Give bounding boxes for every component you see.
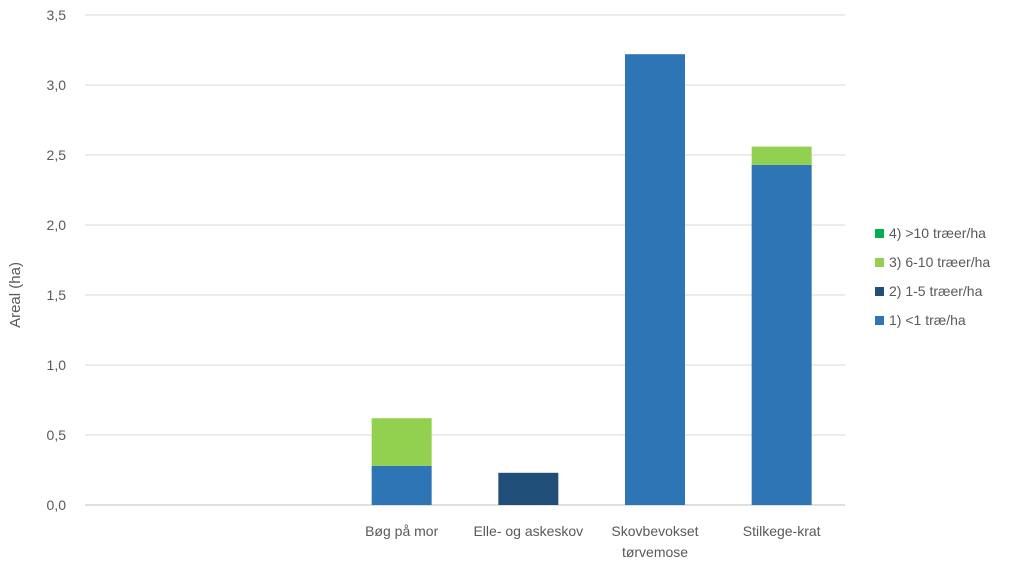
- x-tick-label: tørvemose: [622, 544, 688, 560]
- x-tick-label: Elle- og askeskov: [473, 523, 583, 539]
- y-tick-label: 1,5: [47, 287, 67, 303]
- bar-segment: [625, 54, 685, 505]
- legend-label: 1) <1 træ/ha: [889, 312, 966, 328]
- bar-segment: [751, 146, 812, 165]
- bar-segment: [498, 472, 559, 505]
- legend-item: 1) <1 træ/ha: [875, 312, 966, 328]
- y-tick-label: 3,0: [47, 77, 67, 93]
- x-tick-label: Bøg på mor: [365, 523, 438, 539]
- legend-swatch: [875, 258, 884, 267]
- legend: 4) >10 træer/ha 3) 6-10 træer/ha 2) 1-5 tr…: [875, 225, 990, 328]
- bar-segment: [371, 465, 432, 505]
- y-tick-label: 0,5: [47, 427, 67, 443]
- y-tick-label: 3,5: [47, 7, 67, 23]
- legend-swatch: [875, 229, 884, 238]
- y-axis-label: Areal (ha): [7, 262, 24, 328]
- bars: [371, 54, 812, 506]
- y-tick-label: 0,0: [47, 497, 67, 513]
- legend-item: 2) 1-5 træer/ha: [875, 283, 983, 299]
- bar-segment: [751, 164, 812, 506]
- x-tick-label: Skovbevokset: [611, 523, 698, 539]
- bar-segment: [371, 418, 432, 466]
- x-tick-label: Stilkege-krat: [743, 523, 821, 539]
- y-tick-label: 1,0: [47, 357, 67, 373]
- y-tick-label: 2,5: [47, 147, 67, 163]
- legend-swatch: [875, 316, 884, 325]
- legend-item: 4) >10 træer/ha: [875, 225, 986, 241]
- legend-swatch: [875, 287, 884, 296]
- gridlines: [85, 14, 845, 506]
- legend-label: 3) 6-10 træer/ha: [889, 254, 990, 270]
- legend-label: 4) >10 træer/ha: [889, 225, 986, 241]
- y-tick-label: 2,0: [47, 217, 67, 233]
- legend-label: 2) 1-5 træer/ha: [889, 283, 983, 299]
- legend-item: 3) 6-10 træer/ha: [875, 254, 990, 270]
- y-axis-ticks: 0,0 0,5 1,0 1,5 2,0 2,5 3,0 3,5: [47, 7, 67, 513]
- x-axis-ticks: Bøg på mor Elle- og askeskov Skovbevokset t…: [365, 523, 821, 560]
